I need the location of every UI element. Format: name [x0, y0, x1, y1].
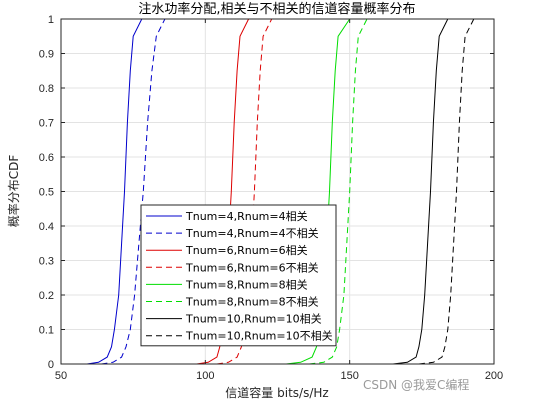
y-tick-label: 0.7	[39, 118, 54, 130]
series-line-8	[418, 18, 475, 365]
x-tick-label: 150	[340, 370, 358, 382]
y-tick-label: 0.9	[39, 49, 54, 61]
legend-entry-label: Tnum=8,Rnum=8不相关	[185, 295, 319, 309]
y-tick-label: 1	[48, 14, 54, 26]
series-line-1	[86, 18, 143, 365]
y-tick-label: 0.5	[39, 187, 54, 199]
series-line-6	[309, 18, 368, 365]
legend-entry-label: Tnum=10,Rnum=10相关	[185, 312, 322, 326]
legend-entry-label: Tnum=10,Rnum=10不相关	[185, 329, 333, 343]
legend-entry-label: Tnum=6,Rnum=6不相关	[185, 260, 319, 274]
y-tick-label: 0	[48, 359, 54, 371]
legend-entry-label: Tnum=8,Rnum=8相关	[185, 277, 308, 291]
axis-ticks: 50 100 150 200 0 0.1 0.2 0.3 0.4 0.5 0.6 0.7 0.8 0.9 1	[39, 14, 503, 382]
legend: Tnum=4,Rnum=4相关 Tnum=4,Rnum=4不相关 Tnum=6,Rn…	[140, 204, 337, 347]
watermark-text: CSDN @我爱C编程	[363, 377, 469, 392]
x-axis-label: 信道容量 bits/s/Hz	[225, 385, 328, 400]
chart-title: 注水功率分配,相关与不相关的信道容量概率分布	[138, 1, 415, 17]
series-line-2	[101, 18, 166, 365]
series-line-7	[392, 18, 449, 365]
legend-entry-label: Tnum=4,Rnum=4相关	[185, 209, 308, 223]
legend-box	[140, 204, 337, 347]
y-tick-label: 0.8	[39, 83, 54, 95]
x-tick-label: 100	[196, 370, 214, 382]
x-tick-label: 200	[485, 370, 503, 382]
y-tick-label: 0.3	[39, 256, 54, 268]
legend-entry-label: Tnum=6,Rnum=6相关	[185, 243, 308, 257]
y-tick-label: 0.6	[39, 152, 54, 164]
x-tick-label: 50	[55, 370, 67, 382]
y-tick-label: 0.2	[39, 290, 54, 302]
y-tick-label: 0.4	[39, 221, 54, 233]
y-axis-label: 概率分布CDF	[6, 155, 21, 228]
y-tick-label: 0.1	[39, 325, 54, 337]
legend-entry-label: Tnum=4,Rnum=4不相关	[185, 226, 319, 240]
